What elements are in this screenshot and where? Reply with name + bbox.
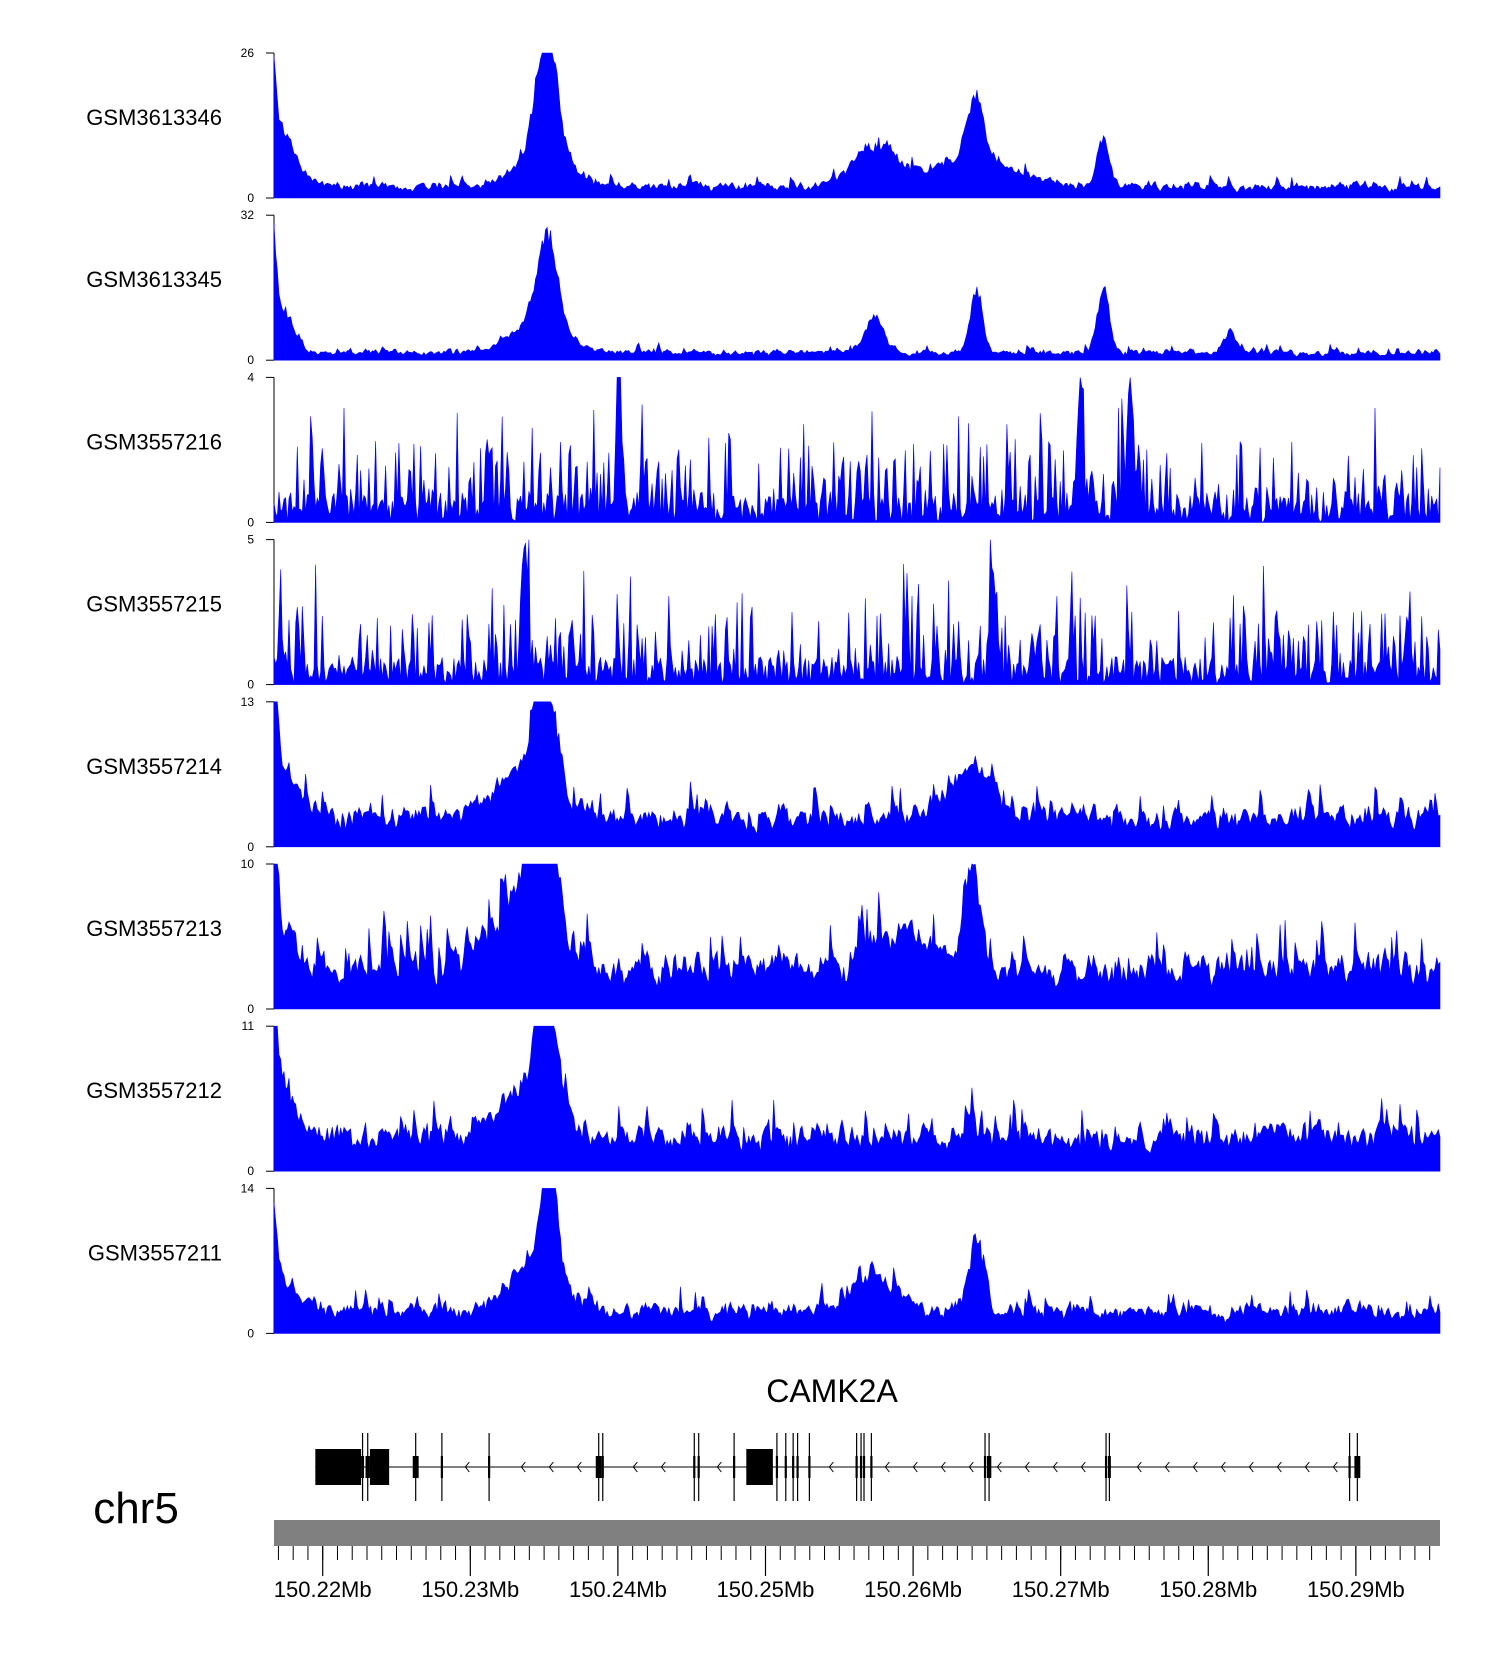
strand-chevron [1024, 1461, 1030, 1473]
track-GSM3557215: GSM3557215 5 0 [86, 533, 1441, 692]
strand-chevron [1164, 1461, 1170, 1473]
strand-chevron [1220, 1461, 1226, 1473]
strand-chevron [912, 1461, 918, 1473]
strand-chevron [716, 1461, 722, 1473]
track-name-label: GSM3613345 [86, 267, 222, 292]
y-tick-label-min: 0 [247, 840, 254, 854]
y-tick-label-min: 0 [247, 678, 254, 692]
strand-chevron [1192, 1461, 1198, 1473]
y-tick-label-max: 13 [241, 695, 255, 709]
y-tick-label-min: 0 [247, 191, 254, 205]
strand-chevron [940, 1461, 946, 1473]
strand-chevron [660, 1461, 666, 1473]
axis-tick-label: 150.26Mb [864, 1577, 962, 1602]
strand-chevron [520, 1461, 526, 1473]
y-tick-label-max: 11 [242, 1019, 255, 1033]
strand-chevron [548, 1461, 554, 1473]
coverage-area [273, 539, 1441, 685]
y-tick-label-max: 32 [241, 208, 255, 222]
strand-chevron [884, 1461, 890, 1473]
gene-exon [746, 1449, 773, 1485]
axis-tick-label: 150.29Mb [1307, 1577, 1405, 1602]
track-GSM3557216: GSM3557216 4 0 [86, 370, 1441, 529]
track-name-label: GSM3613346 [86, 105, 222, 130]
track-name-label: GSM3557212 [86, 1078, 222, 1103]
coverage-area [273, 701, 1441, 848]
track-name-label: GSM3557213 [86, 916, 222, 941]
coverage-area [273, 863, 1441, 1010]
strand-chevron [968, 1461, 974, 1473]
coverage-tracks: GSM3613346260GSM3613345320GSM355721640GS… [86, 46, 1441, 1340]
strand-chevron [1052, 1461, 1058, 1473]
axis-tick-label: 150.24Mb [569, 1577, 667, 1602]
chromosome-label: chr5 [93, 1484, 179, 1533]
coverage-area [273, 224, 1441, 361]
strand-chevron [996, 1461, 1002, 1473]
axis-tick-label: 150.23Mb [421, 1577, 519, 1602]
axis-tick-label: 150.22Mb [274, 1577, 372, 1602]
track-GSM3557214: GSM3557214 13 0 [86, 695, 1441, 854]
strand-chevron [828, 1461, 834, 1473]
y-tick-label-min: 0 [247, 1326, 254, 1340]
y-tick-label-max: 10 [241, 857, 255, 871]
coverage-area [273, 377, 1441, 523]
track-GSM3557213: GSM3557213 10 0 [86, 857, 1441, 1016]
strand-chevron [464, 1461, 470, 1473]
track-name-label: GSM3557214 [86, 754, 222, 779]
chromosome-axis: chr5 150.22Mb 150.23Mb 150.24Mb 150.25Mb 150… [93, 1484, 1440, 1602]
strand-chevron [1080, 1461, 1086, 1473]
strand-chevron [1332, 1461, 1338, 1473]
track-name-label: GSM3557216 [86, 429, 222, 454]
y-tick-label-max: 26 [241, 46, 255, 60]
coverage-area [273, 1188, 1441, 1334]
gene-exon [315, 1449, 362, 1485]
gene-exon [369, 1449, 390, 1485]
chromosome-bar [274, 1520, 1440, 1546]
track-name-label: GSM3557215 [86, 592, 222, 617]
coverage-area [273, 1025, 1441, 1172]
y-tick-label-min: 0 [247, 515, 254, 529]
strand-chevron [1304, 1461, 1310, 1473]
y-tick-label-max: 4 [247, 370, 254, 384]
axis-tick-label: 150.28Mb [1159, 1577, 1257, 1602]
y-tick-label-max: 5 [247, 533, 254, 547]
track-GSM3557211: GSM3557211 14 0 [88, 1181, 1441, 1340]
gene-model: CAMK2A [315, 1373, 1361, 1501]
gene-label: CAMK2A [766, 1373, 898, 1409]
strand-chevron [632, 1461, 638, 1473]
strand-chevron [1248, 1461, 1254, 1473]
track-GSM3557212: GSM3557212 11 0 [86, 1019, 1441, 1178]
axis-tick-label: 150.25Mb [717, 1577, 815, 1602]
axis-tick-label: 150.27Mb [1012, 1577, 1110, 1602]
y-tick-label-min: 0 [247, 353, 254, 367]
strand-chevron [576, 1461, 582, 1473]
track-name-label: GSM3557211 [88, 1240, 222, 1265]
strand-chevron [1136, 1461, 1142, 1473]
coverage-area [273, 52, 1441, 199]
y-tick-label-min: 0 [247, 1164, 254, 1178]
y-tick-label-min: 0 [247, 1002, 254, 1016]
strand-chevron [1276, 1461, 1282, 1473]
y-tick-label-max: 14 [241, 1181, 255, 1195]
track-GSM3613346: GSM3613346 26 0 [86, 46, 1441, 205]
track-GSM3613345: GSM3613345 32 0 [86, 208, 1441, 367]
